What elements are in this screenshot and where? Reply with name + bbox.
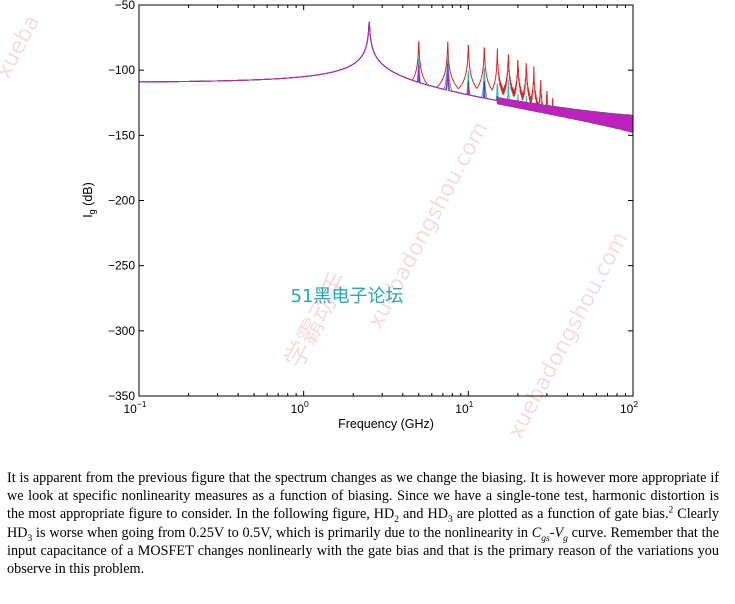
watermark-text: xueba	[0, 11, 45, 83]
spectrum-chart: xueba 学霸动手 xuebadongshou.com xuebadongsh…	[0, 0, 638, 440]
text-run: It is apparent from the previous figure …	[7, 470, 719, 523]
x-tick-label: 100	[291, 399, 309, 416]
y-tick-label: −350	[108, 389, 135, 403]
text-run: is worse when going from 0.25V to 0.5V, …	[32, 524, 532, 541]
subscript: 3	[27, 533, 33, 544]
watermark-text: 学霸动手	[280, 267, 355, 373]
x-tick-label: 101	[455, 399, 473, 416]
x-axis-label: Frequency (GHz)	[338, 417, 434, 431]
subscript: 3	[447, 515, 453, 526]
text-run: curve. Remember that the input capacitan…	[7, 524, 719, 578]
spectrum-figure: xueba 学霸动手 xuebadongshou.com xuebadongsh…	[0, 0, 638, 440]
x-axis: 10−1 100 101 102	[123, 5, 638, 416]
y-axis-label: Ig (dB)	[81, 182, 97, 218]
subscript: 2	[394, 515, 400, 526]
watermark-center: 51黑电子论坛	[291, 286, 404, 307]
text-run: are plotted as a function of gate bias.	[452, 506, 669, 523]
y-tick-label: −100	[108, 63, 135, 77]
y-tick-label: −200	[108, 194, 135, 208]
text-run: -	[549, 524, 555, 541]
watermark-text: xuebadongshou.com	[503, 228, 633, 440]
y-tick-label: −300	[108, 324, 135, 338]
subscript: g	[563, 533, 568, 544]
y-tick-label: −50	[115, 0, 136, 12]
text-run: and	[399, 506, 428, 523]
text-run: HD	[373, 506, 395, 523]
y-axis: −50 −100 −150 −200 −250 −300 −350	[108, 0, 633, 403]
x-tick-label: 102	[620, 399, 638, 416]
series-layer	[139, 21, 634, 133]
x-tick-label: 10−1	[123, 399, 146, 416]
footnote-mark: 2	[668, 505, 674, 516]
text-run: Clearly HD	[7, 506, 719, 541]
spectrum-series-line	[139, 21, 634, 133]
y-tick-label: −150	[108, 128, 135, 142]
spectrum-series-line	[139, 21, 634, 133]
body-paragraph: It is apparent from the previous figure …	[7, 469, 719, 578]
subscript: gs	[541, 533, 550, 544]
math-symbol: V	[554, 524, 564, 541]
math-symbol: C	[531, 524, 542, 541]
text-run: HD	[427, 506, 448, 523]
paragraph-text: It is apparent from the previous figure …	[7, 469, 719, 578]
y-tick-label: −250	[108, 259, 135, 273]
